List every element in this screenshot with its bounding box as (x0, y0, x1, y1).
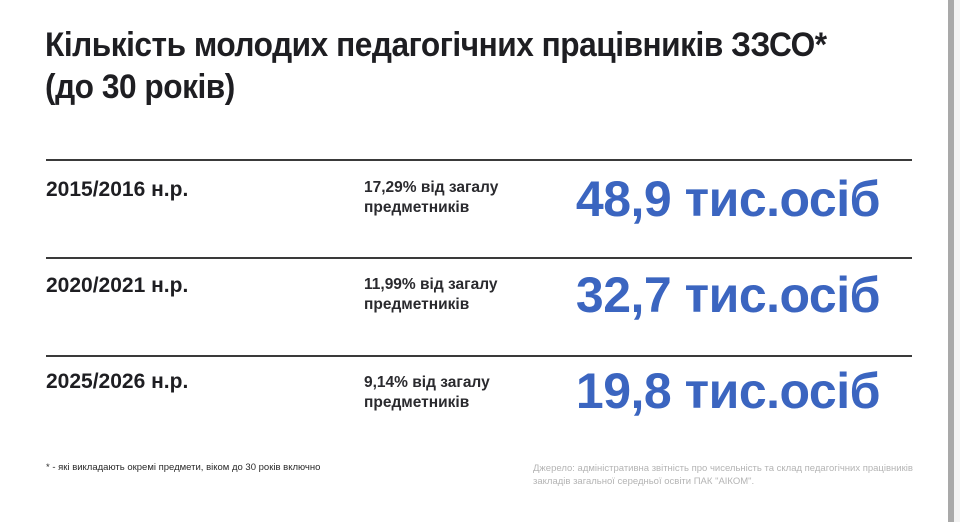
divider (46, 159, 912, 161)
source-note: Джерело: адміністративна звітність про ч… (533, 463, 913, 487)
footnote: * - які викладають окремі предмети, віко… (46, 462, 321, 473)
row-share: 11,99% від загалу предметників (364, 276, 498, 313)
window-right-edge (954, 0, 960, 522)
page-title: Кількість молодих педагогічних працівник… (45, 26, 827, 106)
scrollbar[interactable] (948, 0, 954, 522)
row-value: 19,8 тис.осіб (575, 363, 881, 419)
row-value: 32,7 тис.осіб (575, 267, 881, 323)
row-share: 17,29% від загалу предметників (364, 179, 499, 216)
row-year: 2015/2016 н.р. (46, 178, 189, 201)
row-year: 2020/2021 н.р. (46, 274, 189, 297)
row-share: 9,14% від загалу предметників (364, 374, 490, 411)
row-year: 2025/2026 н.р. (46, 370, 189, 393)
row-value: 48,9 тис.осіб (575, 171, 881, 227)
divider (46, 257, 912, 259)
divider (46, 355, 912, 357)
